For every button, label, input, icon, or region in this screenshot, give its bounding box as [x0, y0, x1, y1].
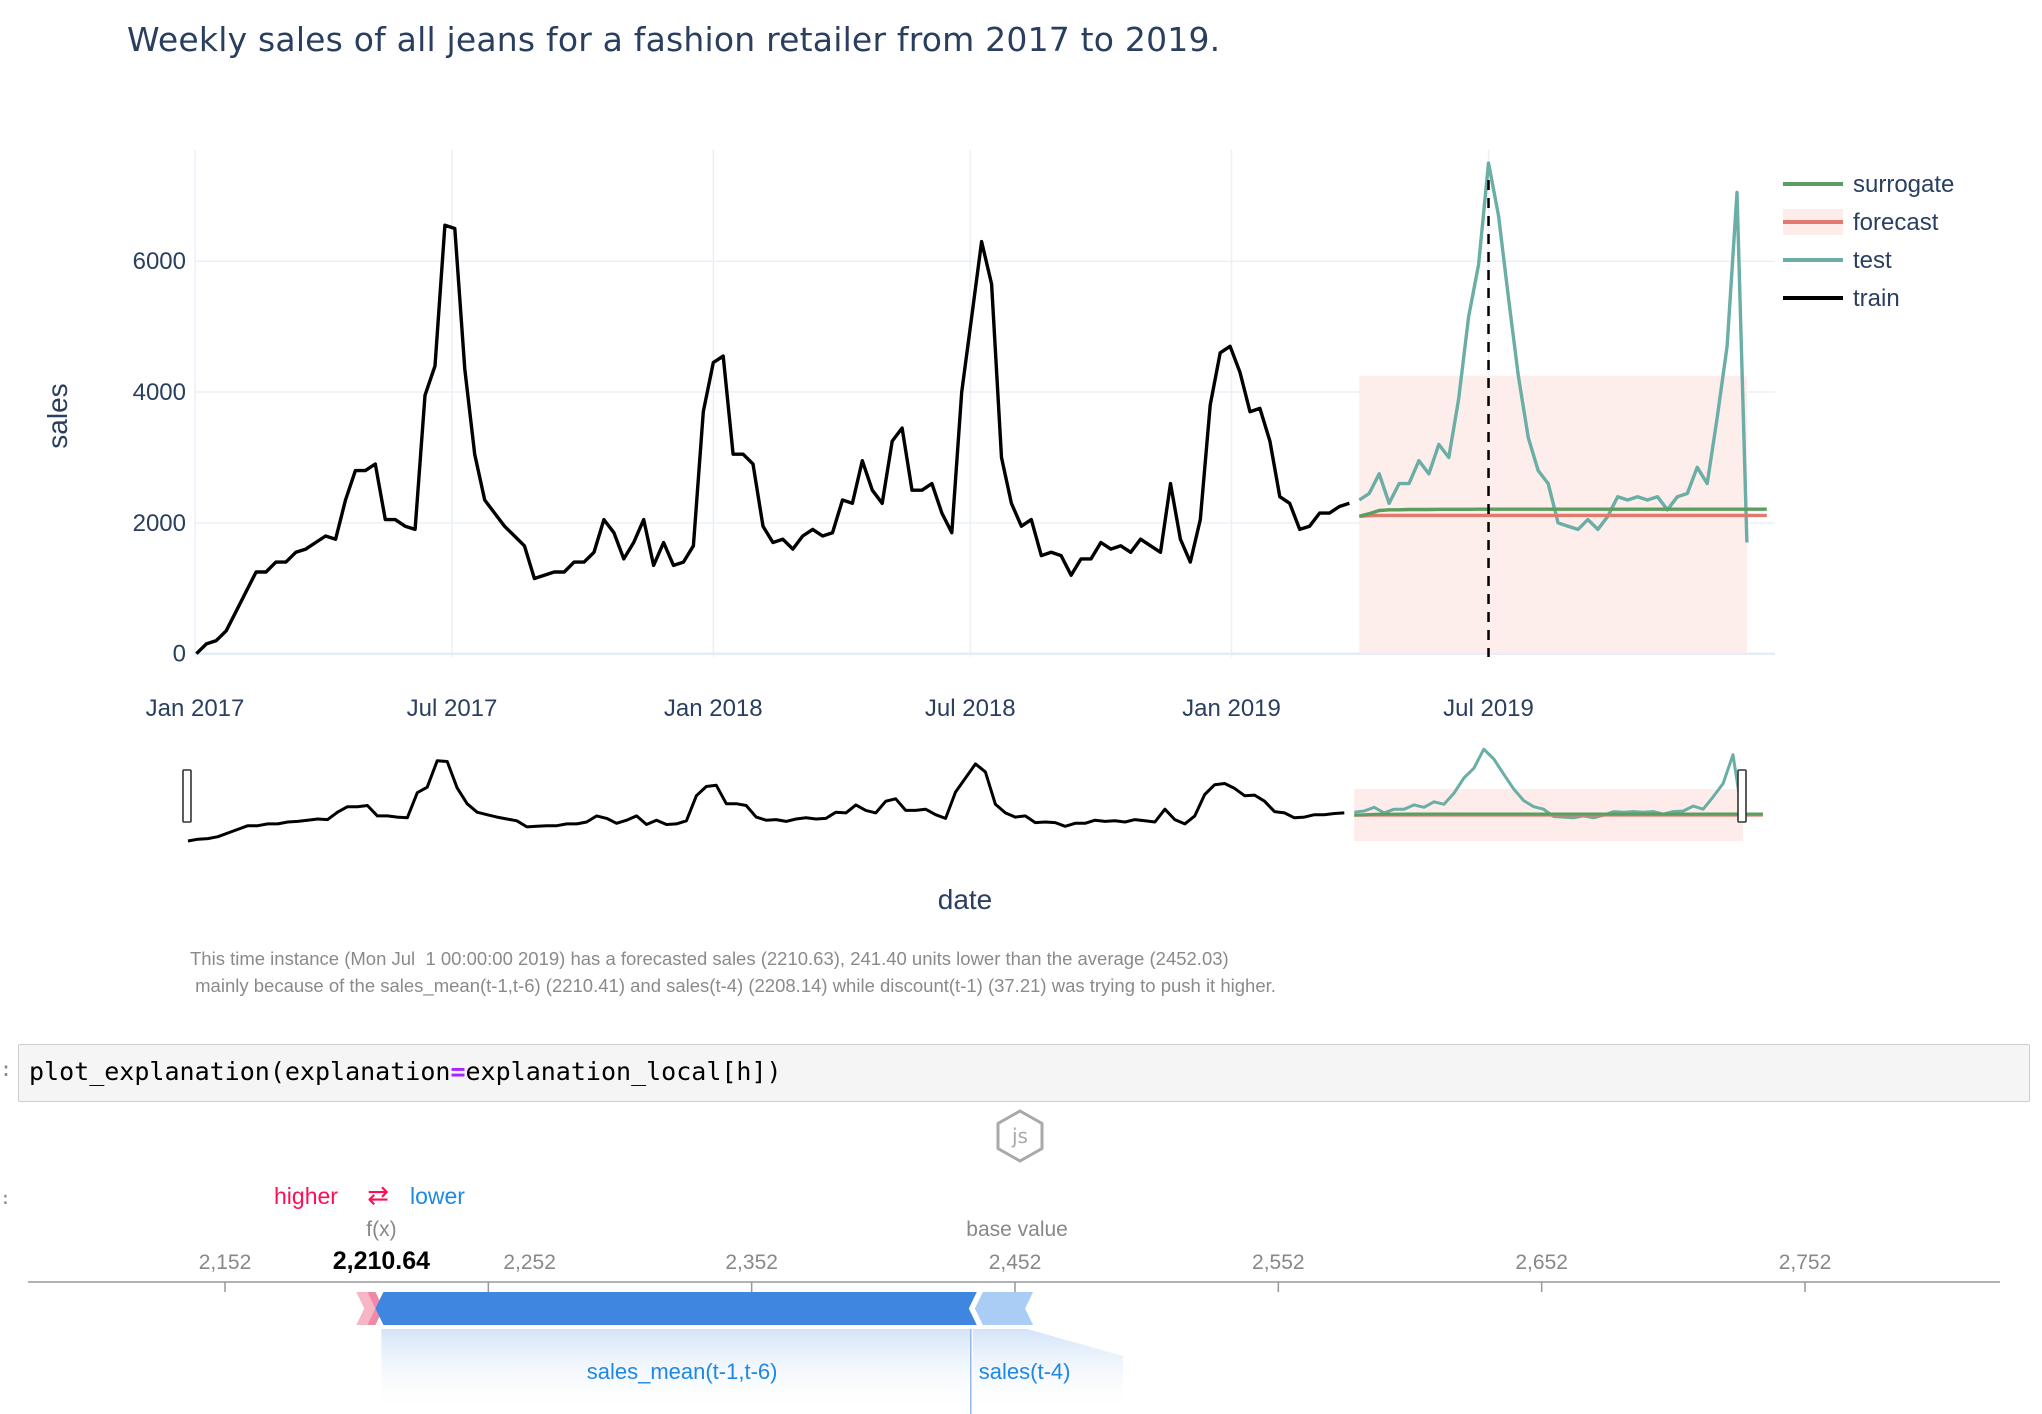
force-axis-tick-label: 2,152 — [199, 1251, 252, 1274]
code-prefix: plot_explanation(explanation — [29, 1057, 451, 1086]
explanation-text: This time instance (Mon Jul 1 00:00:00 2… — [190, 945, 1276, 999]
force-axis-tick-label: 2,452 — [989, 1251, 1042, 1274]
series-line-forecast — [1359, 513, 1767, 518]
x-tick-label: Jan 2018 — [664, 695, 763, 722]
x-tick-label: Jan 2019 — [1182, 695, 1281, 722]
y-tick-label: 2000 — [133, 510, 186, 537]
feature-label-sales-t4: sales(t-4) — [979, 1359, 1071, 1384]
x-tick-label: Jul 2018 — [925, 695, 1016, 722]
code-text[interactable]: plot_explanation(explanation=explanation… — [29, 1057, 782, 1086]
js-badge-text: js — [1011, 1124, 1028, 1148]
y-tick-label: 0 — [173, 641, 186, 668]
sales-line-chart[interactable]: Jan 2017 Jul 2017 Jan 2018 Jul 2018 Jan 2019… — [0, 0, 2042, 930]
explanation-line-1: This time instance (Mon Jul 1 00:00:00 2… — [190, 948, 1229, 969]
y-tick-label: 4000 — [133, 379, 186, 406]
force-axis-tick-label: 2,552 — [1252, 1251, 1305, 1274]
x-tick-label: Jul 2017 — [407, 695, 498, 722]
series-line-train — [195, 223, 1350, 655]
fan-sales-mean — [381, 1329, 971, 1414]
js-hexagon-icon: js — [996, 1109, 1044, 1163]
fx-value: 2,210.64 — [333, 1247, 430, 1275]
force-axis-tick-label: 2,752 — [1779, 1251, 1832, 1274]
rangeslider-left-handle[interactable] — [182, 769, 192, 823]
force-axis-tick-label: 2,252 — [503, 1251, 556, 1274]
rangeslider-right-handle[interactable] — [1737, 769, 1747, 823]
legend-label-forecast: forecast — [1853, 209, 1939, 236]
feature-label-sales-mean: sales_mean(t-1,t-6) — [587, 1359, 778, 1384]
fx-label: f(x) — [366, 1218, 396, 1241]
higher-label: higher — [274, 1183, 338, 1209]
rangeslider-line-train — [187, 759, 1345, 843]
force-bar-sales-mean — [375, 1292, 977, 1325]
series-line-test — [1358, 161, 1749, 543]
base-value-label: base value — [966, 1218, 1068, 1241]
series-line-surrogate — [1358, 507, 1767, 518]
code-cell[interactable]: plot_explanation(explanation=explanation… — [18, 1044, 2030, 1102]
force-bar-sales-t4 — [974, 1292, 1034, 1325]
force-plot[interactable]: higher ⇄ lower 2,152 2,252 2,352 2,452 2,552 2,6… — [0, 1160, 2042, 1414]
explanation-line-2: mainly because of the sales_mean(t-1,t-6… — [190, 975, 1276, 996]
rangeslider-line-surrogate — [1354, 812, 1763, 817]
y-axis-title: sales — [42, 383, 73, 448]
legend-label-train: train — [1853, 285, 1900, 312]
cell-prompt: : — [0, 1057, 13, 1081]
code-operator: = — [450, 1057, 466, 1086]
force-axis-tick-label: 2,352 — [725, 1251, 778, 1274]
y-tick-label: 6000 — [133, 248, 186, 275]
legend-label-test: test — [1853, 247, 1892, 274]
chart-title: Weekly sales of all jeans for a fashion … — [127, 20, 1221, 59]
higher-lower-arrows-icon: ⇄ — [367, 1180, 389, 1210]
code-suffix: explanation_local[h]) — [465, 1057, 782, 1086]
force-axis-tick-label: 2,652 — [1515, 1251, 1568, 1274]
force-bar-separator — [970, 1292, 983, 1325]
legend-label-surrogate: surrogate — [1853, 171, 1954, 198]
output-prompt: : — [0, 1188, 11, 1209]
fan-sales-t4 — [972, 1329, 1123, 1414]
x-tick-label: Jul 2019 — [1443, 695, 1534, 722]
lower-label: lower — [410, 1183, 465, 1209]
x-tick-label: Jan 2017 — [146, 695, 245, 722]
x-axis-title: date — [938, 884, 993, 915]
